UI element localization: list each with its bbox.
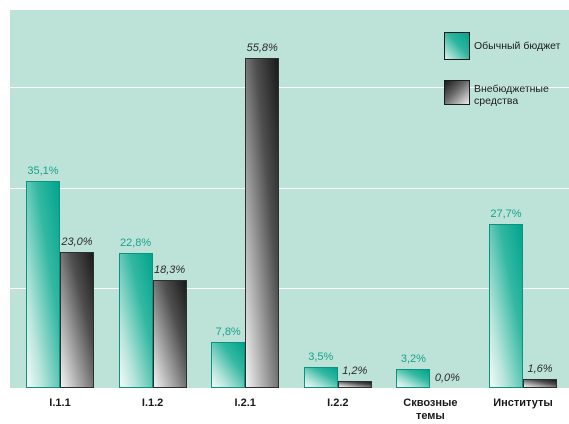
- category-label-3: I.2.1: [234, 397, 256, 409]
- legend-swatch-regular-budget: [444, 32, 470, 60]
- value-label-extrabudgetary-3: 55,8%: [246, 42, 278, 55]
- gridline: [10, 188, 569, 189]
- value-label-regular-budget-3: 7,8%: [215, 325, 241, 338]
- bar-regular-budget-2: [118, 253, 153, 388]
- bar-extrabudgetary-1: [60, 252, 94, 388]
- bar-regular-budget-5: [396, 369, 431, 388]
- category-label-6: Институты: [493, 397, 553, 409]
- value-label-extrabudgetary-1: 23,0%: [61, 236, 93, 249]
- bar-extrabudgetary-3: [245, 58, 280, 388]
- legend-label-regular-budget: Обычный бюджет: [474, 40, 561, 52]
- value-label-extrabudgetary-5: 0,0%: [434, 372, 460, 384]
- value-label-regular-budget-6: 27,7%: [490, 208, 522, 221]
- bar-extrabudgetary-6: [523, 378, 557, 388]
- bar-regular-budget-6: [489, 224, 523, 388]
- bar-extrabudgetary-4: [337, 380, 372, 388]
- bar-regular-budget-4: [303, 367, 338, 388]
- category-label-5: Сквозные темы: [403, 397, 458, 422]
- value-label-regular-budget-4: 3,5%: [308, 351, 334, 364]
- legend-swatch-extrabudgetary: [444, 80, 470, 105]
- value-label-extrabudgetary-2: 18,3%: [153, 263, 186, 276]
- plot-area: [10, 10, 569, 388]
- gridline: [10, 87, 569, 88]
- category-label-1: I.1.1: [49, 397, 71, 409]
- gridline: [10, 288, 569, 289]
- value-label-regular-budget-2: 22,8%: [119, 237, 152, 250]
- value-label-regular-budget-5: 3,2%: [400, 353, 426, 366]
- legend-label-extrabudgetary: Внебюджетные средства: [474, 83, 549, 107]
- value-label-regular-budget-1: 35,1%: [27, 164, 59, 177]
- category-label-4: I.2.2: [327, 397, 349, 409]
- bar-extrabudgetary-2: [152, 279, 187, 388]
- category-label-2: I.1.2: [141, 397, 164, 409]
- value-label-extrabudgetary-6: 1,6%: [527, 362, 553, 375]
- bar-regular-budget-1: [26, 180, 60, 388]
- bar-regular-budget-3: [211, 341, 246, 388]
- value-label-extrabudgetary-4: 1,2%: [342, 364, 368, 377]
